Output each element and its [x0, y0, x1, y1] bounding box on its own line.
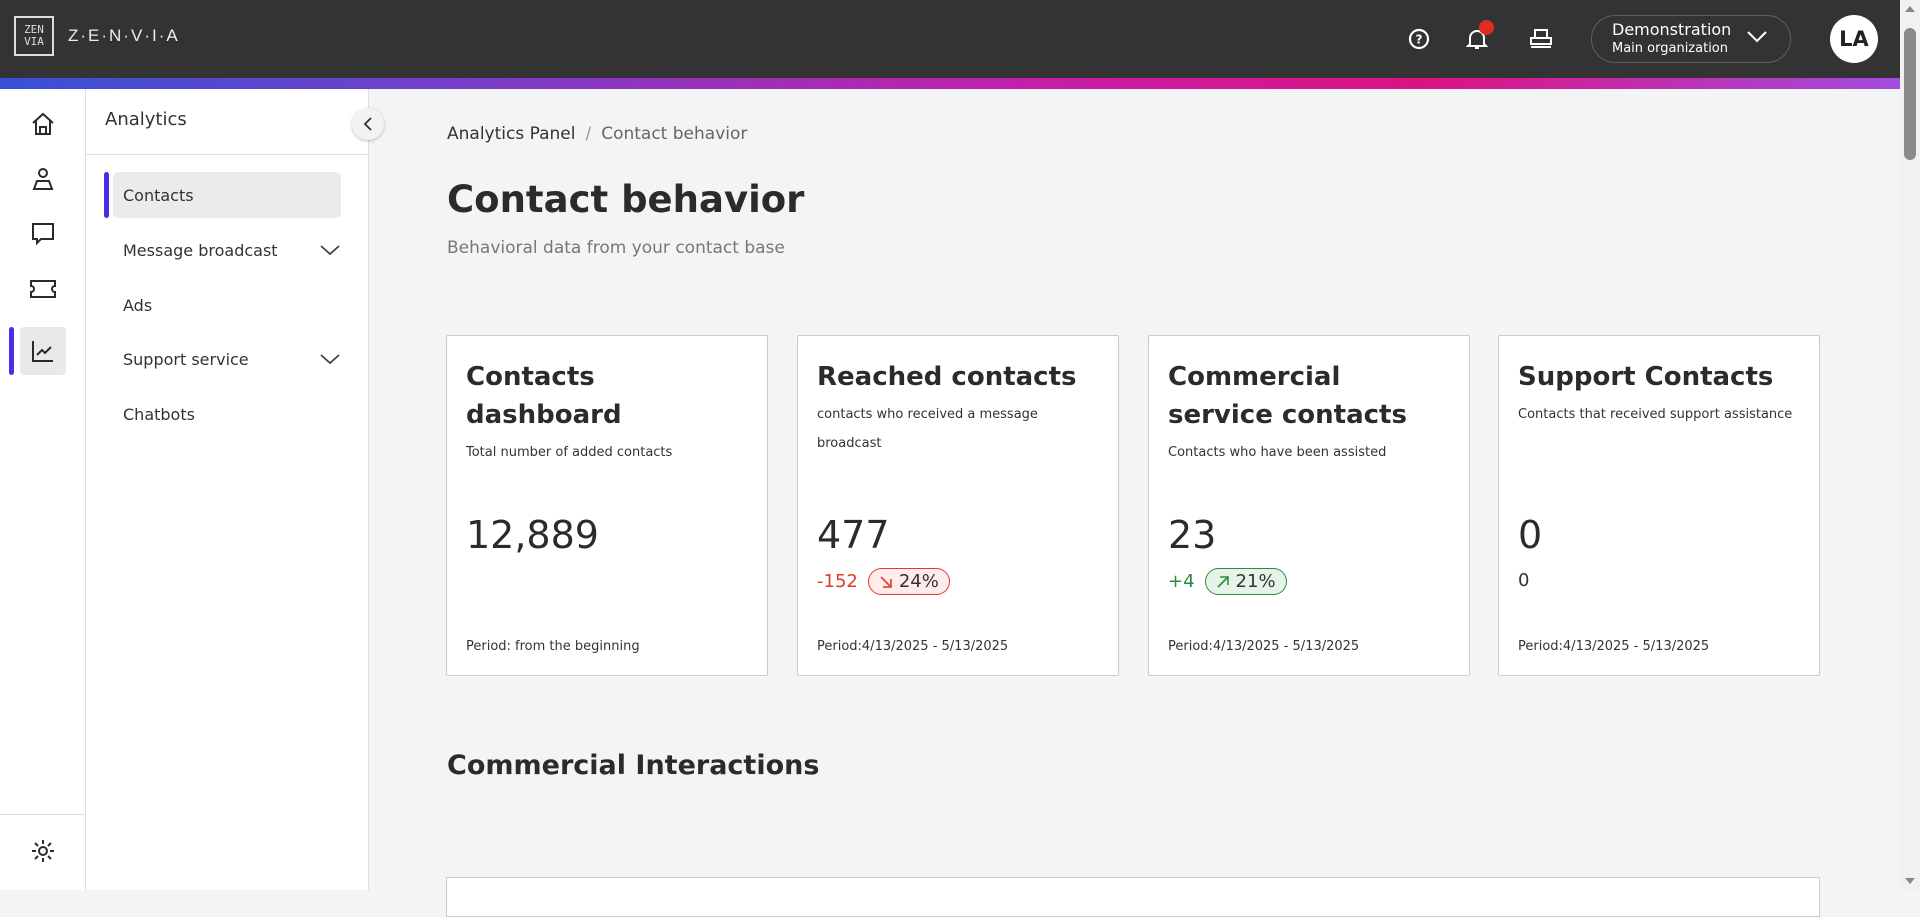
sidebar-item-ads[interactable]: Ads	[113, 282, 341, 328]
chevron-down-icon	[320, 354, 340, 365]
percent-value: 24%	[898, 571, 939, 592]
breadcrumb-current: Contact behavior	[601, 124, 748, 144]
sidebar-item-label: Ads	[123, 295, 153, 315]
card-title: Contacts dashboard	[466, 362, 622, 430]
chat-icon[interactable]	[20, 211, 66, 257]
card-period: Period: from the beginning	[466, 639, 640, 654]
scrollbar[interactable]	[1900, 0, 1920, 890]
reached-contacts-card: Reached contacts contacts who received a…	[797, 335, 1119, 676]
sidebar-title: Analytics	[105, 109, 187, 130]
scroll-up-arrow[interactable]	[1905, 6, 1915, 12]
user-icon[interactable]	[20, 156, 66, 202]
commercial-interactions-card	[446, 877, 1820, 917]
percent-badge: 21%	[1204, 568, 1287, 595]
divider	[86, 154, 369, 155]
active-indicator	[104, 172, 109, 218]
settings-icon[interactable]	[20, 828, 66, 874]
arrow-down-right-icon	[880, 575, 892, 588]
commercial-service-contacts-card: Commercial service contacts Contacts who…	[1148, 335, 1470, 676]
sidebar-item-label: Message broadcast	[123, 240, 278, 260]
section-title: Commercial Interactions	[447, 750, 820, 781]
ticket-icon[interactable]	[20, 266, 66, 312]
org-name: Demonstration	[1612, 20, 1732, 39]
org-subtitle: Main organization	[1612, 41, 1728, 56]
chevron-down-icon	[1747, 31, 1767, 43]
breadcrumb-analytics-panel[interactable]: Analytics Panel	[447, 124, 576, 144]
card-value: 477	[817, 513, 890, 557]
card-value: 23	[1168, 513, 1217, 557]
support-contacts-card: Support Contacts Contacts that received …	[1498, 335, 1820, 676]
scroll-down-arrow[interactable]	[1905, 878, 1915, 884]
logo-text: Z·E·N·V·I·A	[68, 26, 180, 45]
card-description: contacts who received a message broadcas…	[817, 407, 1038, 451]
collapse-sidebar-button[interactable]	[352, 108, 384, 140]
chevron-left-icon	[363, 117, 372, 131]
chevron-down-icon	[320, 245, 340, 256]
icon-rail	[0, 89, 86, 890]
percent-badge: 24%	[867, 568, 950, 595]
page-title: Contact behavior	[447, 178, 805, 221]
delta-value: 0	[1518, 570, 1530, 591]
sidebar-item-support-service[interactable]: Support service	[113, 336, 341, 382]
arrow-up-right-icon	[1216, 575, 1229, 588]
card-value: 0	[1518, 513, 1543, 557]
analytics-sidebar: Analytics Contacts Message broadcast Ads…	[86, 89, 369, 890]
delta-value: +4	[1168, 571, 1195, 592]
notification-dot	[1479, 20, 1494, 35]
card-description: Total number of added contacts	[466, 445, 673, 460]
logo-mark: ZEN VIA	[14, 16, 54, 56]
card-period: Period:4/13/2025 - 5/13/2025	[1518, 639, 1710, 654]
sidebar-item-label: Contacts	[123, 185, 194, 205]
sidebar-item-label: Chatbots	[123, 404, 195, 424]
notifications-button[interactable]	[1462, 20, 1494, 54]
card-delta: -152 24%	[817, 568, 950, 595]
svg-text:?: ?	[1416, 33, 1423, 47]
sidebar-item-message-broadcast[interactable]: Message broadcast	[113, 227, 341, 273]
card-period: Period:4/13/2025 - 5/13/2025	[817, 639, 1009, 654]
sidebar-item-chatbots[interactable]: Chatbots	[113, 391, 341, 437]
organization-selector[interactable]: Demonstration Main organization	[1591, 15, 1791, 63]
brand-gradient-bar	[0, 78, 1900, 89]
breadcrumb-separator: /	[585, 124, 592, 144]
card-description: Contacts that received support assistanc…	[1518, 407, 1793, 422]
home-icon[interactable]	[20, 101, 66, 147]
top-bar: ZEN VIA Z·E·N·V·I·A ? Demonstration Main …	[0, 0, 1900, 78]
printer-icon[interactable]	[1526, 24, 1556, 54]
card-delta: +4 21%	[1168, 568, 1287, 595]
avatar[interactable]: LA	[1830, 15, 1878, 63]
card-description: Contacts who have been assisted	[1168, 445, 1387, 460]
card-title: Commercial service contacts	[1168, 362, 1407, 430]
card-value: 12,889	[466, 513, 599, 557]
active-indicator	[9, 327, 14, 375]
scrollbar-thumb[interactable]	[1904, 28, 1916, 160]
page-subtitle: Behavioral data from your contact base	[447, 238, 785, 258]
sidebar-item-label: Support service	[123, 349, 249, 369]
contacts-dashboard-card: Contacts dashboard Total number of added…	[446, 335, 768, 676]
analytics-icon[interactable]	[20, 327, 66, 375]
card-title: Reached contacts	[817, 362, 1077, 392]
card-title: Support Contacts	[1518, 362, 1774, 392]
card-period: Period:4/13/2025 - 5/13/2025	[1168, 639, 1360, 654]
zenvia-logo[interactable]: ZEN VIA Z·E·N·V·I·A	[14, 16, 180, 56]
rail-divider	[0, 814, 86, 815]
breadcrumb: Analytics Panel / Contact behavior	[447, 124, 747, 144]
delta-value: -152	[817, 571, 858, 592]
sidebar-item-contacts[interactable]: Contacts	[113, 172, 341, 218]
percent-value: 21%	[1235, 571, 1276, 592]
help-icon[interactable]: ?	[1404, 24, 1434, 54]
